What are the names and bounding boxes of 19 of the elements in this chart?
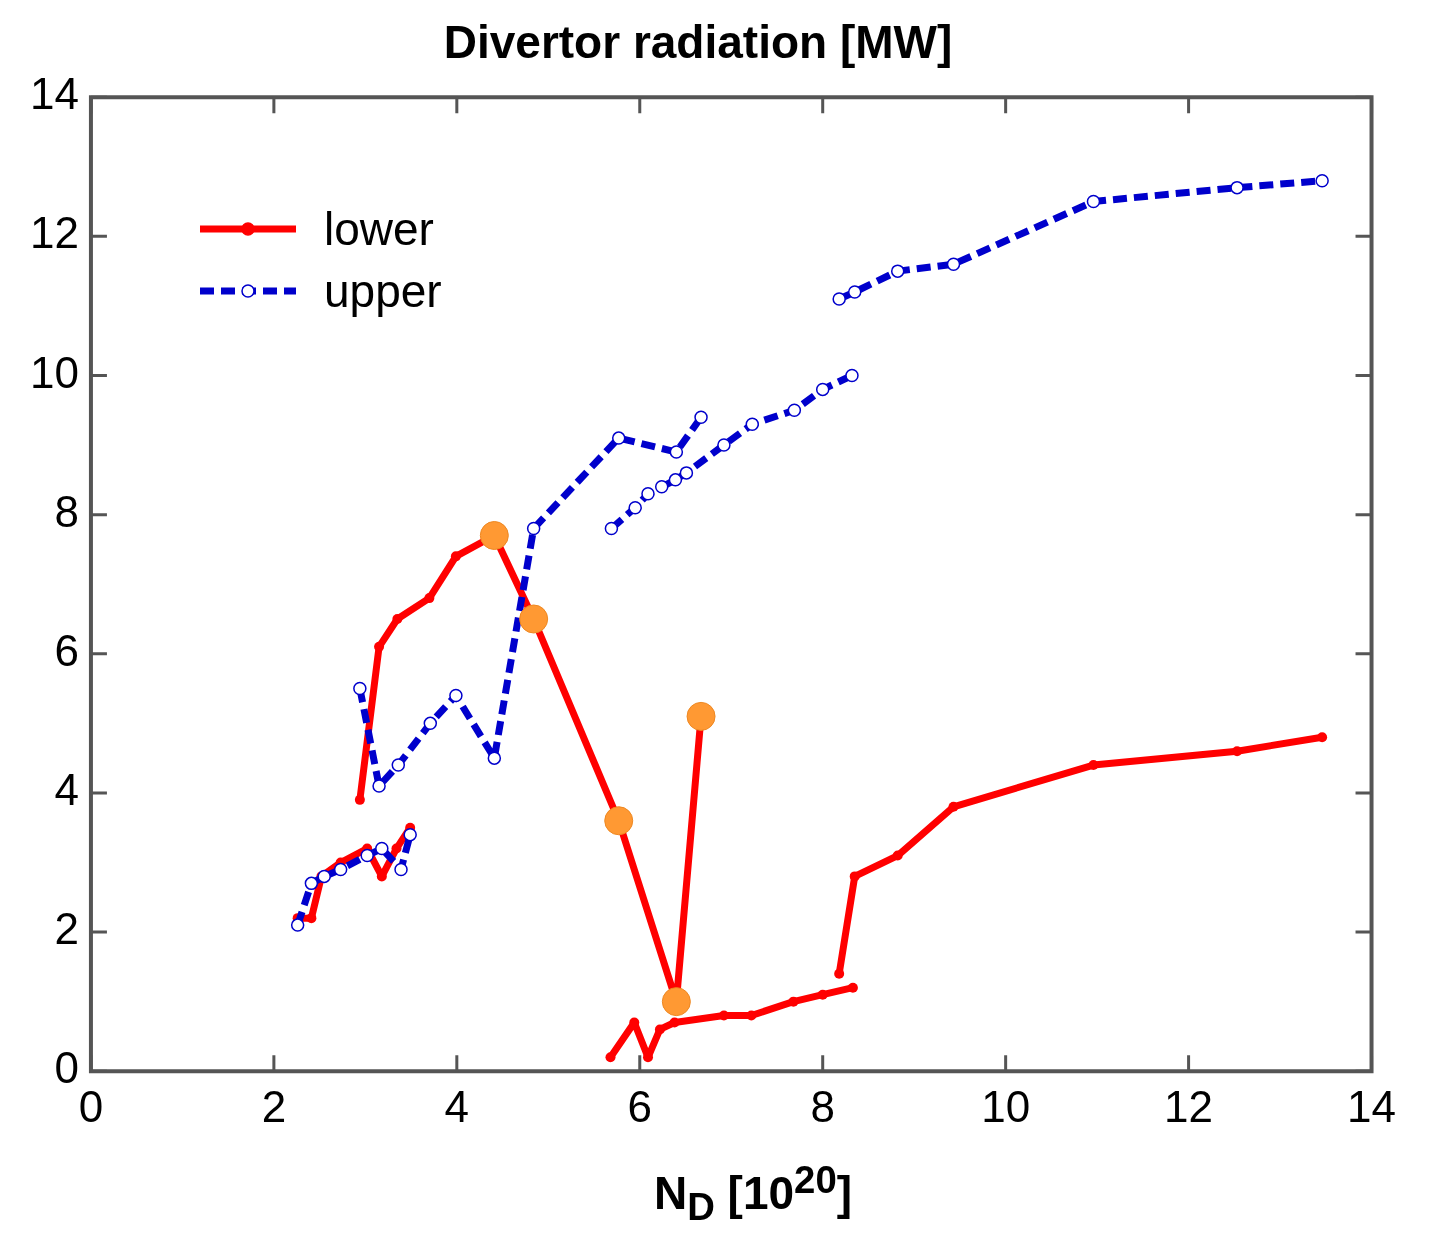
y-tick-label: 2 [54,904,79,954]
y-tick-label: 0 [54,1043,79,1093]
y-tick-label: 14 [29,69,79,119]
x-tick-label: 2 [261,1081,287,1131]
y-tick-label: 4 [54,765,79,815]
y-tick-label: 8 [54,486,79,536]
chart-title: Divertor radiation [MW] [443,16,953,69]
x-tick-label: 4 [444,1081,470,1131]
x-tick-label: 8 [810,1081,835,1131]
x-tick-label: 10 [981,1081,1031,1131]
y-tick-label: 10 [29,347,79,397]
y-tick-label: 12 [29,208,79,258]
x-axis-title: N$_{D}$ [10$^{20}$] [652,1158,854,1229]
x-tick-label: 12 [1164,1081,1214,1131]
legend-label: lower [324,202,434,256]
y-tick-label: 6 [54,625,79,675]
legend-label: upper [324,264,442,318]
x-tick-label: 14 [1347,1081,1397,1131]
x-tick-label: 6 [627,1081,653,1131]
